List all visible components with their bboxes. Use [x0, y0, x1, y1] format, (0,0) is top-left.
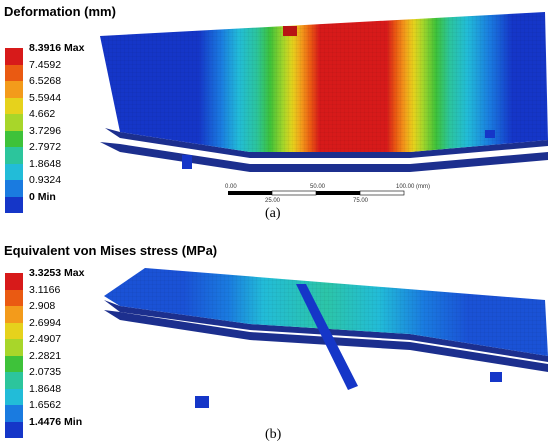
- scale-tick: 100.00 (mm): [396, 184, 431, 190]
- legend-label: 3.7296: [29, 124, 62, 137]
- legend-label: 2.7972: [29, 141, 62, 153]
- legend-label: 5.5944: [29, 91, 62, 104]
- deformation-title: Deformation (mm): [4, 4, 116, 19]
- legend-label: 7.4592: [29, 58, 62, 71]
- legend-label: 8.3916 Max: [29, 42, 85, 54]
- legend-swatch: [5, 163, 23, 180]
- legend-swatch: [5, 306, 23, 323]
- scale-tick: 50.00: [310, 184, 326, 190]
- scale-bar: [228, 190, 405, 196]
- legend-label: 0 Min: [29, 190, 56, 203]
- caption-a: (a): [265, 206, 281, 221]
- legend-label: 4.662: [29, 108, 56, 120]
- stiffener-rib: [283, 26, 297, 36]
- stress-title: Equivalent von Mises stress (MPa): [4, 243, 218, 258]
- legend-swatch: [5, 405, 23, 422]
- legend-swatch: [5, 196, 23, 213]
- legend-swatch: [5, 372, 23, 389]
- legend-swatch: [5, 421, 23, 438]
- legend-swatch: [5, 48, 23, 65]
- scale-tick: 0.00: [225, 184, 237, 190]
- legend-swatch: [5, 97, 23, 114]
- legend-swatch: [5, 130, 23, 147]
- legend-label: 3.1166: [29, 283, 61, 296]
- legend-label: 3.3253 Max: [29, 267, 85, 279]
- legend-swatch: [5, 114, 23, 131]
- legend-label: 2.0735: [29, 366, 62, 378]
- scale-tick: 75.00: [353, 198, 369, 204]
- legend-label: 1.6562: [29, 399, 62, 411]
- legend-label: 0.9324: [29, 174, 62, 186]
- legend-swatch: [5, 339, 23, 356]
- deformation-plate: [100, 12, 548, 172]
- legend-label: 2.908: [29, 300, 56, 312]
- legend-swatch: [5, 147, 23, 164]
- legend-label: 6.5268: [29, 75, 62, 87]
- legend-swatch: [5, 355, 23, 372]
- legend-swatch: [5, 322, 23, 339]
- legend-swatch: [5, 273, 23, 290]
- legend-label: 1.4476 Min: [29, 415, 83, 428]
- legend-label: 2.2821: [29, 349, 62, 362]
- legend-swatch: [5, 180, 23, 197]
- legend-swatch: [5, 64, 23, 81]
- legend-label: 2.4907: [29, 333, 62, 345]
- caption-b: (b): [265, 427, 282, 442]
- legend-swatch: [5, 388, 23, 405]
- legend-label: 1.8648: [29, 157, 62, 170]
- legend-swatch: [5, 289, 23, 306]
- stiffener-rib: [296, 284, 358, 390]
- legend-label: 1.8648: [29, 382, 62, 395]
- scale-tick: 25.00: [265, 198, 281, 204]
- legend-label: 2.6994: [29, 316, 62, 329]
- stress-plate: [104, 268, 548, 408]
- legend-swatch: [5, 81, 23, 98]
